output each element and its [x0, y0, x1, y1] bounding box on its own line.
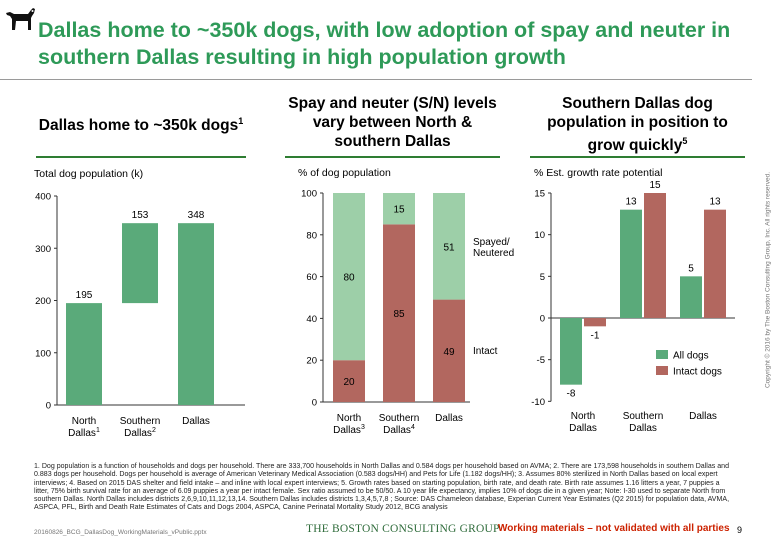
spay-neuter-y-tick-label: 80	[306, 230, 317, 241]
spay-neuter-intact-label: 49	[443, 347, 455, 358]
spay-neuter-legend-intact: Intact	[473, 346, 498, 357]
growth-category-label: Dallas	[689, 411, 717, 422]
population-category-label: Dallas	[182, 416, 210, 427]
spay-neuter-spayed-label: 80	[343, 273, 355, 284]
dog-icon	[6, 8, 35, 30]
page-number: 9	[737, 525, 743, 535]
spay-neuter-spayed-segment	[333, 193, 365, 361]
panel-rule-growth	[530, 156, 745, 158]
growth-intact-dogs-data-label: 13	[709, 197, 721, 208]
population-data-label: 195	[76, 290, 93, 301]
spay-neuter-y-tick-label: 60	[306, 272, 317, 283]
unit-label-growth: % Est. growth rate potential	[534, 167, 663, 179]
population-bar	[178, 223, 214, 405]
spay-neuter-category-label-line2: Dallas4	[383, 424, 415, 436]
copyright-notice: Copyright © 2016 by The Boston Consultin…	[764, 171, 772, 389]
spay-neuter-intact-segment	[433, 299, 465, 402]
spay-neuter-intact-segment	[383, 224, 415, 402]
spay-neuter-category-footnote: 3	[361, 424, 365, 431]
spay-neuter-category-label-line2: Dallas3	[333, 424, 365, 436]
growth-category-label-line2: Dallas	[629, 423, 657, 434]
spay-neuter-intact-segment	[333, 360, 365, 402]
spay-neuter-y-tick-label: 20	[306, 356, 317, 367]
population-y-tick-label: 400	[35, 192, 51, 203]
population-category-label-line2: Dallas2	[124, 427, 156, 439]
growth-intact-dogs-bar	[644, 193, 666, 318]
population-y-tick-label: 0	[46, 401, 51, 412]
spay-neuter-category-label: Dallas	[435, 413, 463, 424]
growth-intact-dogs-bar	[584, 318, 606, 327]
growth-y-tick-label: 5	[540, 272, 545, 283]
growth-all-dogs-bar	[560, 318, 582, 385]
spay-neuter-spayed-segment	[433, 193, 465, 300]
population-category-footnote: 2	[152, 427, 156, 434]
growth-all-dogs-data-label: 13	[625, 197, 637, 208]
spay-neuter-spayed-label: 15	[393, 205, 405, 216]
company-logo: THE BOSTON CONSULTING GROUP	[306, 523, 500, 535]
growth-intact-dogs-data-label: 15	[649, 180, 661, 191]
spay-neuter-category-label: Southern	[379, 413, 420, 424]
spay-neuter-y-tick-label: 100	[301, 189, 317, 200]
panel-title-growth: Southern Dallas dog population in positi…	[530, 94, 745, 155]
file-name: 20160826_BCG_DallasDog_WorkingMaterials_…	[34, 529, 207, 536]
population-data-label: 153	[132, 210, 149, 221]
panel-title-spay-neuter: Spay and neuter (S/N) levels vary betwee…	[288, 95, 497, 150]
growth-category-label: North	[571, 411, 595, 422]
spay-neuter-category-footnote: 4	[411, 424, 415, 431]
growth-all-dogs-data-label: -8	[567, 389, 576, 400]
panel-title-growth-text: Southern Dallas dog population in positi…	[547, 95, 728, 155]
growth-y-tick-label: 10	[534, 230, 545, 241]
panel-title-population-footnote: 1	[238, 116, 244, 126]
population-y-tick-label: 300	[35, 244, 51, 255]
growth-category-label-line2: Dallas	[569, 423, 597, 434]
growth-y-tick-label: 15	[534, 189, 545, 200]
population-y-tick-label: 100	[35, 348, 51, 359]
growth-y-tick-label: -10	[531, 397, 545, 408]
growth-legend-swatch-all-dogs	[656, 350, 668, 359]
spay-neuter-legend-spayed-line2: Neutered	[473, 248, 514, 259]
growth-intact-dogs-bar	[704, 209, 726, 318]
spay-neuter-spayed-segment	[383, 193, 415, 225]
panel-rule-spay-neuter	[285, 156, 500, 158]
unit-label-population: Total dog population (k)	[34, 168, 144, 180]
population-data-label: 348	[188, 210, 205, 221]
population-category-label: North	[72, 416, 96, 427]
growth-legend-label-intact-dogs: Intact dogs	[673, 367, 722, 378]
spay-neuter-category-label: North	[337, 413, 361, 424]
growth-all-dogs-data-label: 5	[688, 263, 694, 274]
panel-rule-population	[36, 156, 246, 158]
population-bar	[66, 303, 102, 405]
footnotes: 1. Dog population is a function of house…	[34, 463, 730, 512]
unit-label-spay-neuter: % of dog population	[298, 167, 391, 179]
spay-neuter-y-tick-label: 0	[312, 398, 317, 409]
page-title: Dallas home to ~350k dogs, with low adop…	[38, 18, 731, 69]
growth-intact-dogs-data-label: -1	[591, 330, 600, 341]
growth-legend-swatch-intact-dogs	[656, 366, 668, 375]
population-bar	[122, 223, 158, 304]
panel-title-population-text: Dallas home to ~350k dogs	[38, 117, 239, 135]
panel-title-population: Dallas home to ~350k dogs1	[36, 112, 246, 135]
population-category-footnote: 1	[96, 427, 100, 434]
spay-neuter-intact-label: 85	[393, 309, 405, 320]
growth-all-dogs-bar	[680, 276, 702, 318]
working-materials-note: Working materials – not validated with a…	[498, 523, 730, 534]
growth-all-dogs-bar	[620, 209, 642, 318]
growth-category-label: Southern	[623, 411, 664, 422]
population-y-tick-label: 200	[35, 296, 51, 307]
title-divider	[0, 79, 752, 80]
population-category-label: Southern	[120, 416, 161, 427]
spay-neuter-legend-spayed: Spayed/	[473, 237, 510, 248]
spay-neuter-y-tick-label: 40	[306, 314, 317, 325]
growth-y-tick-label: 0	[540, 314, 545, 325]
growth-y-tick-label: -5	[537, 355, 545, 366]
population-category-label-line2: Dallas1	[68, 427, 100, 439]
panel-title-growth-footnote: 5	[682, 136, 688, 146]
growth-legend-label-all-dogs: All dogs	[673, 351, 709, 362]
spay-neuter-intact-label: 20	[343, 377, 355, 388]
spay-neuter-spayed-label: 51	[443, 242, 455, 253]
